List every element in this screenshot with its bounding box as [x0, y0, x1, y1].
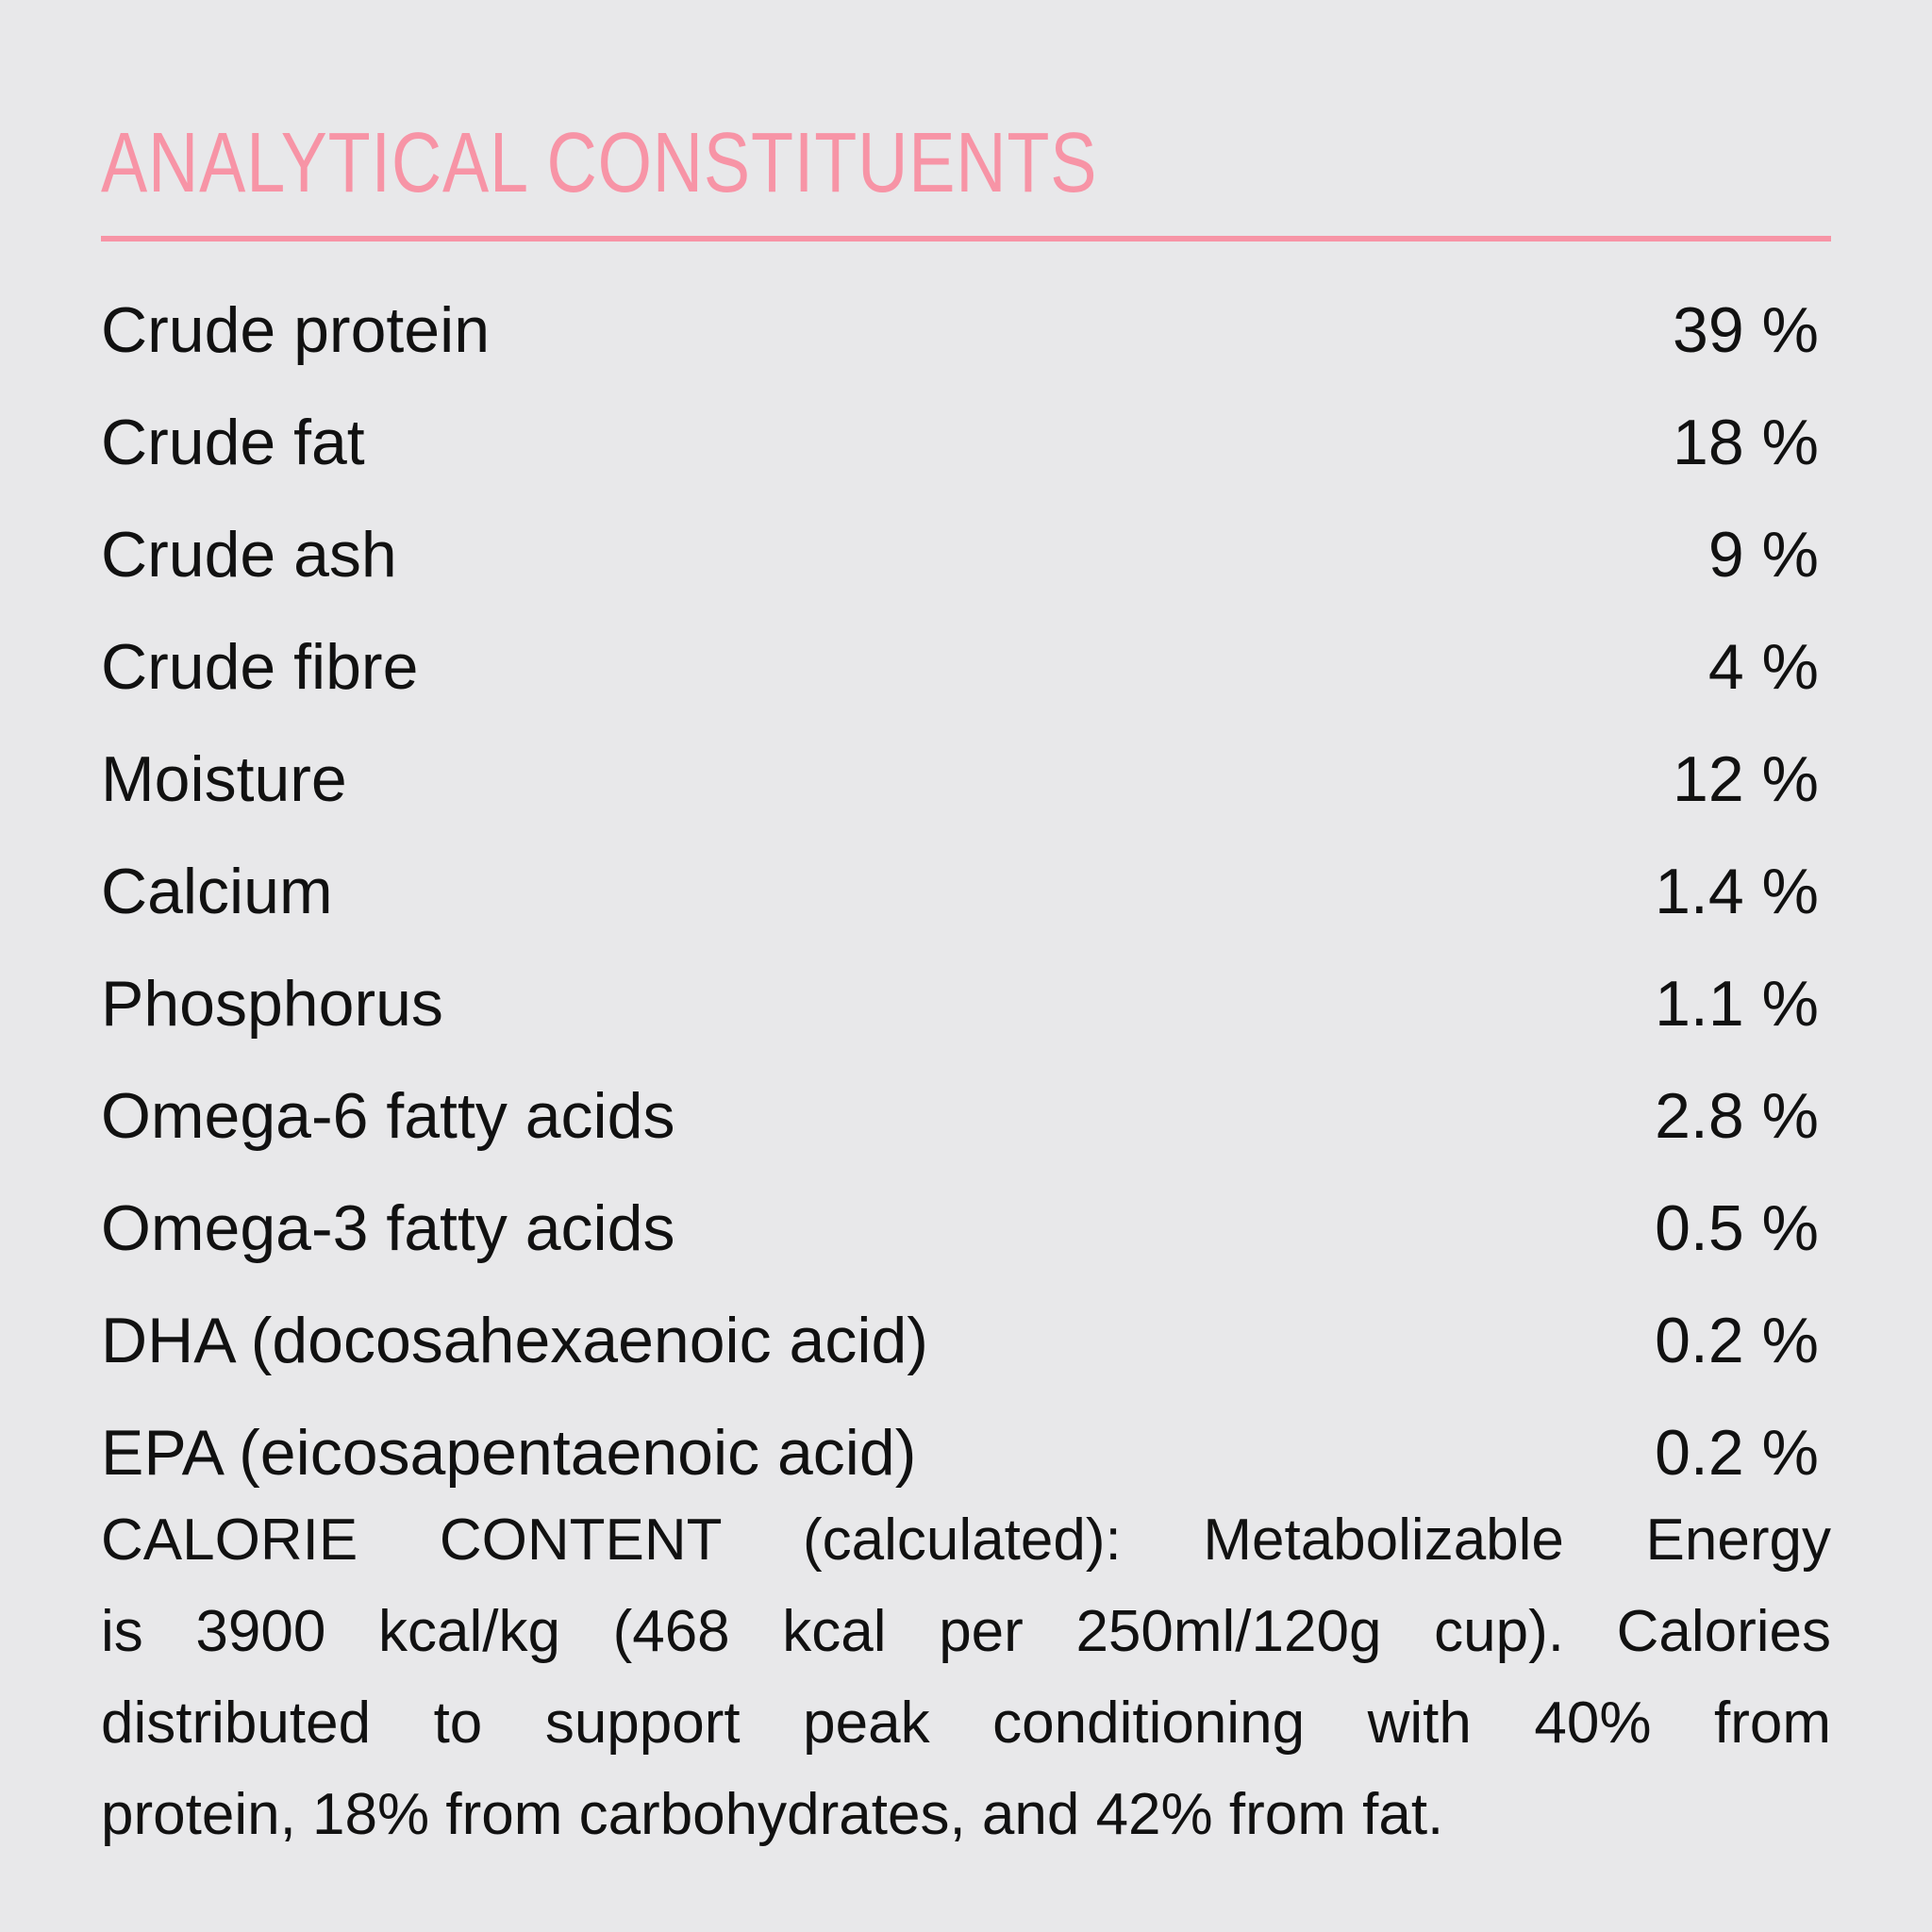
table-row: Omega-3 fatty acids 0.5 %	[101, 1172, 1819, 1284]
paragraph-line: CALORIE CONTENT (calculated): Metaboliza…	[101, 1507, 1831, 1573]
table-row: Moisture 12 %	[101, 723, 1819, 835]
table-row: Calcium 1.4 %	[101, 835, 1819, 947]
constituent-name: Moisture	[101, 742, 347, 815]
constituent-name: Crude protein	[101, 293, 491, 366]
paragraph-line: protein, 18% from carbohydrates, and 42%…	[101, 1782, 1444, 1847]
calorie-content-paragraph: CALORIE CONTENT (calculated): Metaboliza…	[101, 1494, 1831, 1860]
section-title: ANALYTICAL CONSTITUENTS	[101, 116, 1098, 210]
table-row: Crude fat 18 %	[101, 386, 1819, 498]
constituent-value: 1.1 %	[1655, 967, 1819, 1040]
constituent-name: DHA (docosahexaenoic acid)	[101, 1304, 928, 1376]
constituent-name: Crude ash	[101, 518, 397, 591]
constituent-value: 9 %	[1707, 518, 1819, 591]
constituent-name: Crude fat	[101, 406, 365, 478]
constituent-value: 12 %	[1673, 742, 1819, 815]
constituent-name: EPA (eicosapentaenoic acid)	[101, 1416, 917, 1489]
constituent-name: Omega-6 fatty acids	[101, 1079, 675, 1152]
table-row: Crude protein 39 %	[101, 274, 1819, 386]
constituent-value: 39 %	[1673, 293, 1819, 366]
constituent-value: 0.2 %	[1655, 1416, 1819, 1489]
constituent-name: Phosphorus	[101, 967, 443, 1040]
table-row: EPA (eicosapentaenoic acid) 0.2 %	[101, 1396, 1819, 1508]
constituent-name: Calcium	[101, 855, 333, 927]
table-row: DHA (docosahexaenoic acid) 0.2 %	[101, 1284, 1819, 1396]
table-row: Omega-6 fatty acids 2.8 %	[101, 1059, 1819, 1172]
constituent-name: Crude fibre	[101, 630, 419, 703]
constituent-value: 0.5 %	[1655, 1191, 1819, 1264]
table-row: Crude fibre 4 %	[101, 610, 1819, 723]
constituents-table: Crude protein 39 % Crude fat 18 % Crude as…	[101, 274, 1819, 1508]
title-divider	[101, 236, 1831, 242]
paragraph-line: distributed to support peak conditioning…	[101, 1690, 1831, 1756]
constituent-value: 0.2 %	[1655, 1304, 1819, 1376]
constituent-value: 4 %	[1707, 630, 1819, 703]
table-row: Phosphorus 1.1 %	[101, 947, 1819, 1059]
constituent-name: Omega-3 fatty acids	[101, 1191, 675, 1264]
constituent-value: 2.8 %	[1655, 1079, 1819, 1152]
table-row: Crude ash 9 %	[101, 498, 1819, 610]
constituent-value: 18 %	[1673, 406, 1819, 478]
constituent-value: 1.4 %	[1655, 855, 1819, 927]
paragraph-line: is 3900 kcal/kg (468 kcal per 250ml/120g…	[101, 1599, 1831, 1664]
